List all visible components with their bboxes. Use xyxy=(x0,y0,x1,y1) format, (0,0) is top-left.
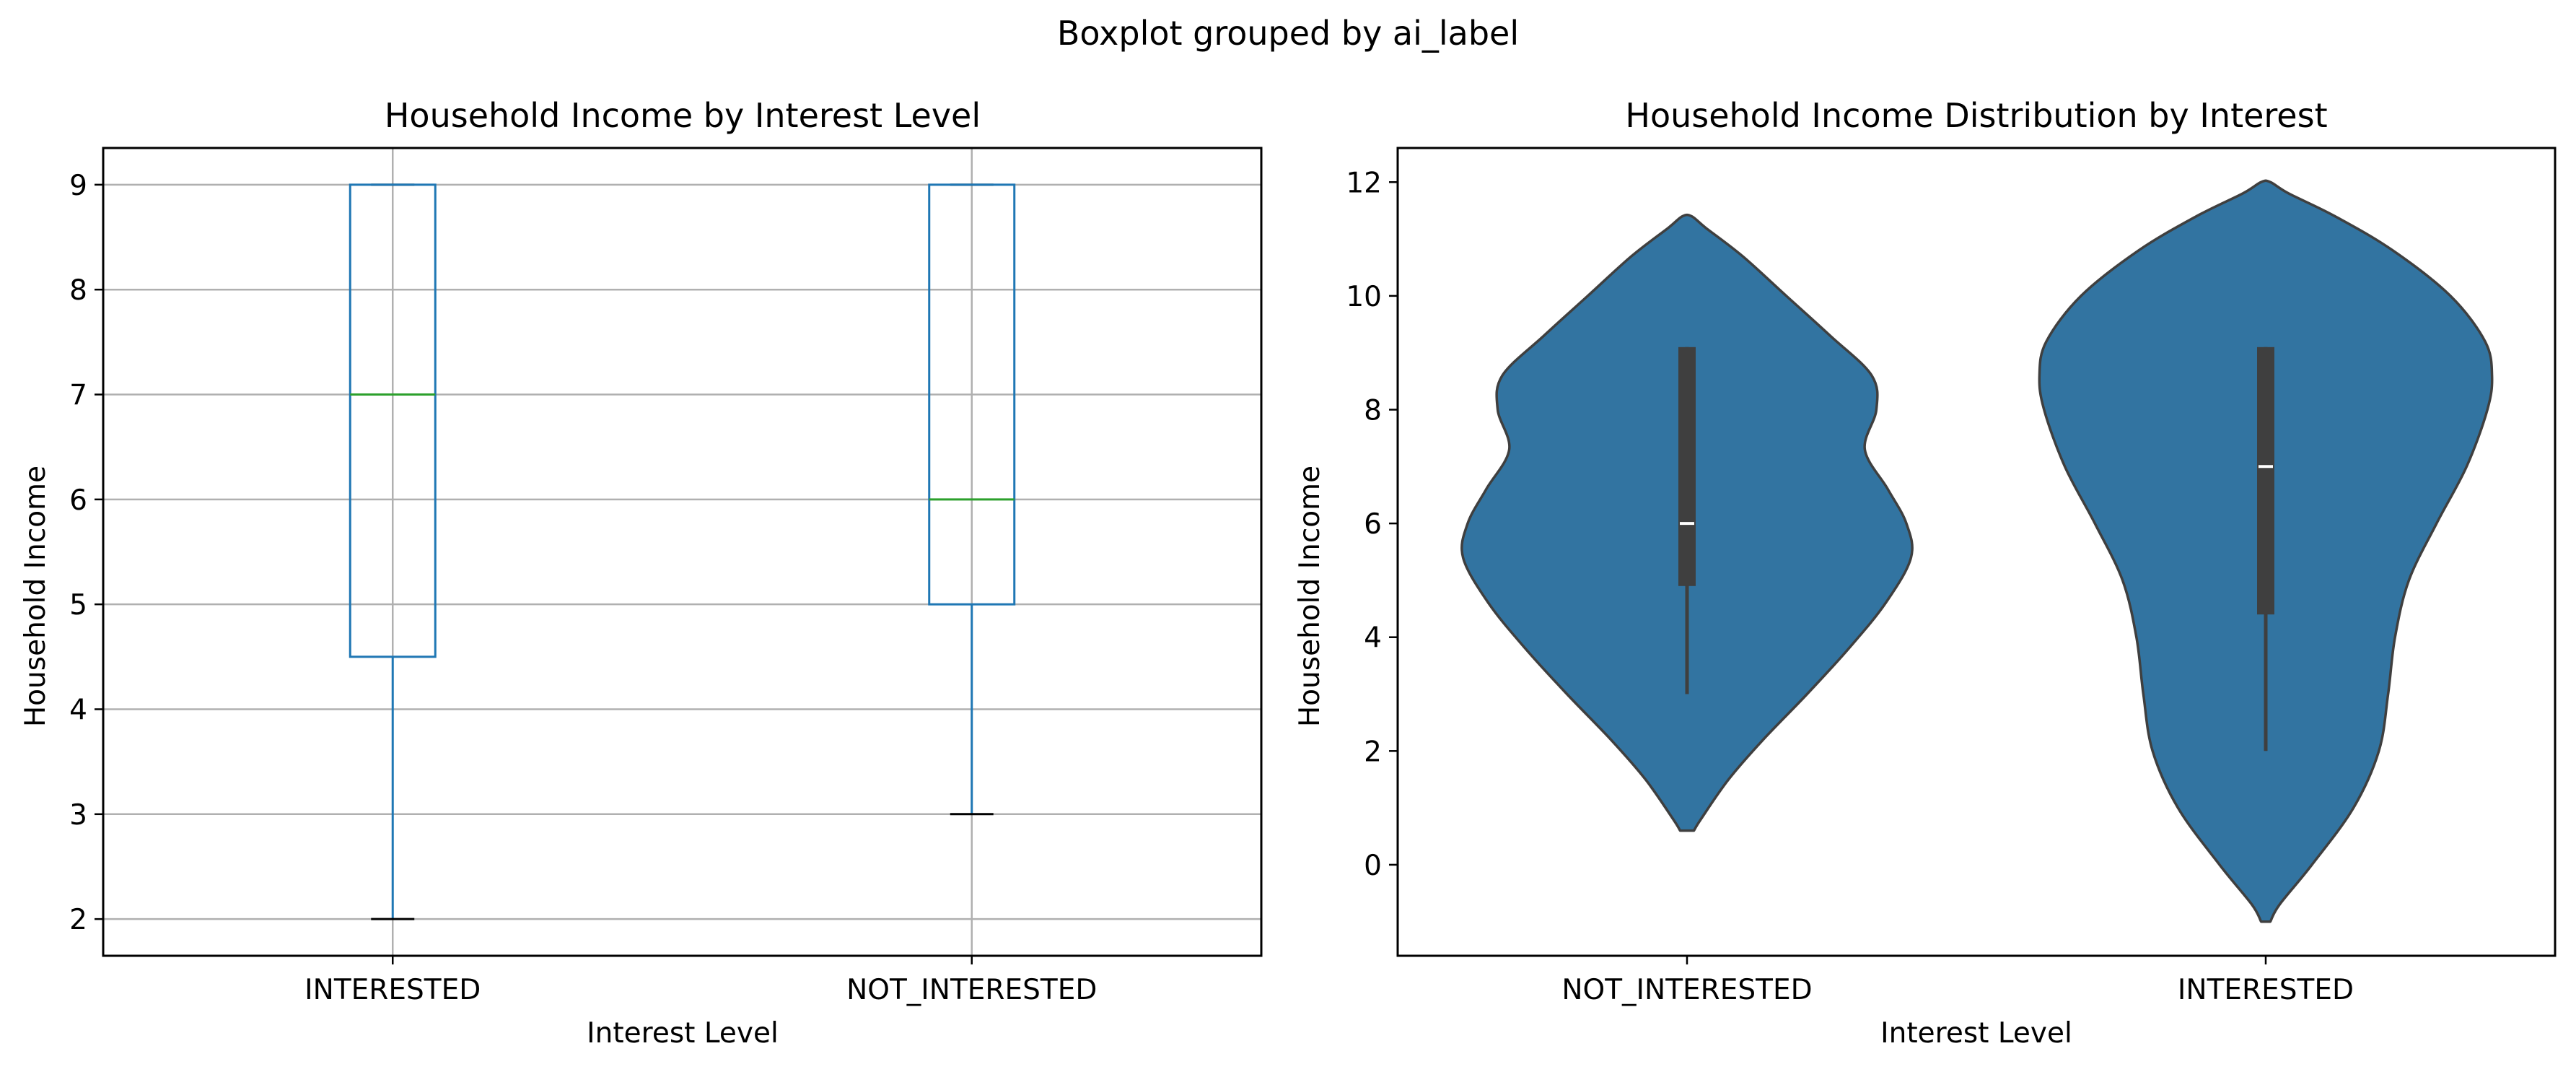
violin-panel: Household Income Distribution by Interes… xyxy=(1294,96,2557,1050)
violin-ytick-label: 2 xyxy=(1364,736,1382,768)
boxplot-ylabel: Household Income xyxy=(19,466,52,727)
boxplot-ytick-label: 7 xyxy=(69,380,87,412)
violin-ytick-label: 0 xyxy=(1364,850,1382,882)
boxplot-ytick-label: 8 xyxy=(69,274,87,307)
violin-xlabel: Interest Level xyxy=(1880,1017,2072,1050)
boxplot-panel: Household Income by Interest Level Inter… xyxy=(19,96,1263,1050)
violin-ytick-label: 12 xyxy=(1346,167,1382,199)
boxplot-xtick-label: INTERESTED xyxy=(305,974,481,1006)
violin-iqr-box xyxy=(1678,347,1696,586)
violin-title: Household Income Distribution by Interes… xyxy=(1625,96,2327,135)
boxplot-box xyxy=(928,183,1016,606)
violin-ylabel: Household Income xyxy=(1294,466,1326,727)
boxplot-ytick-label: 5 xyxy=(69,589,87,622)
boxplot-box xyxy=(349,183,437,658)
boxplot-ytick-label: 6 xyxy=(69,484,87,517)
boxplot-ytick-label: 2 xyxy=(69,904,87,936)
boxplot-xlabel: Interest Level xyxy=(587,1017,779,1050)
boxplot-xtick-label: NOT_INTERESTED xyxy=(846,974,1097,1006)
boxplot-ytick-label: 4 xyxy=(69,694,87,726)
boxplot-axes-frame xyxy=(102,147,1263,957)
violin-axes-frame xyxy=(1396,147,2557,957)
violin-xtick-label: INTERESTED xyxy=(2178,974,2354,1006)
violin-iqr-box xyxy=(2257,347,2274,615)
boxplot-ytick-label: 9 xyxy=(69,170,87,202)
violin-ytick-label: 10 xyxy=(1346,281,1382,313)
violin-ytick-label: 4 xyxy=(1364,622,1382,655)
boxplot-title: Household Income by Interest Level xyxy=(385,96,981,135)
violin-xtick-label: NOT_INTERESTED xyxy=(1561,974,1812,1006)
violin-ytick-label: 6 xyxy=(1364,508,1382,541)
figure-suptitle: Boxplot grouped by ai_label xyxy=(1057,14,1519,53)
boxplot-ytick-label: 3 xyxy=(69,799,87,832)
violin-ytick-label: 8 xyxy=(1364,394,1382,427)
